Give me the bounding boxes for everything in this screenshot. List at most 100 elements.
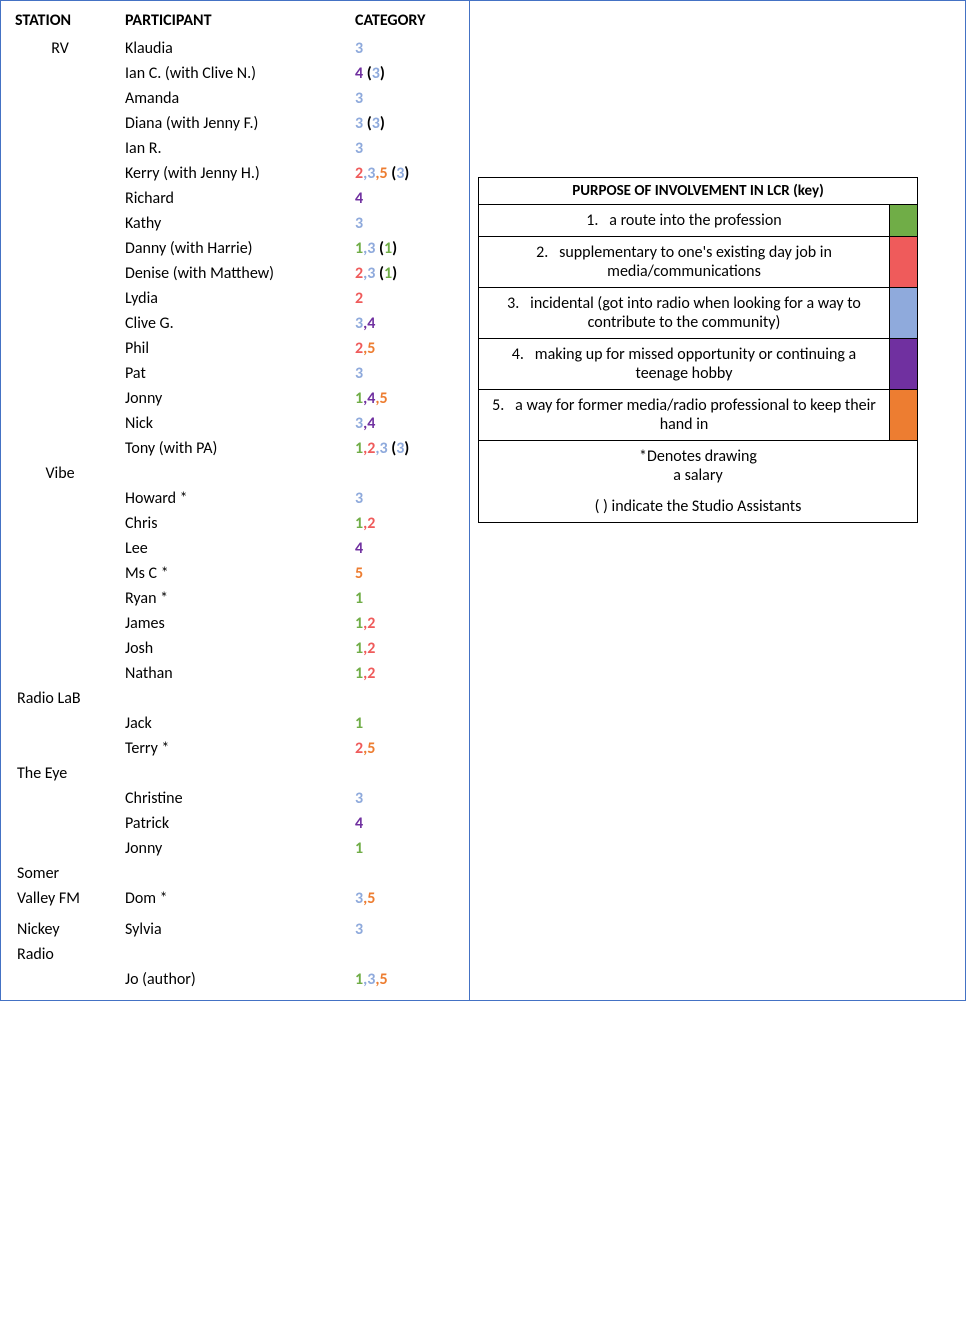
header-category: CATEGORY: [345, 9, 465, 36]
participant-cell: Diana (with Jenny F.): [115, 111, 345, 136]
participant-cell: Christine: [115, 786, 345, 811]
category-cell: 3: [345, 136, 465, 161]
category-cell: 1,2,3 (3): [345, 436, 465, 461]
table-row: Diana (with Jenny F.)3 (3): [5, 111, 465, 136]
table-row: Richard4: [5, 186, 465, 211]
legend-color-swatch: [890, 237, 918, 288]
table-row: Danny (with Harrie)1,3 (1): [5, 236, 465, 261]
station-cell: [5, 586, 115, 611]
participants-table: STATION PARTICIPANT CATEGORY RVKlaudia3I…: [5, 9, 465, 992]
table-row: Amanda3: [5, 86, 465, 111]
category-cell: 1,2: [345, 611, 465, 636]
category-cell: 3: [345, 211, 465, 236]
participant-cell: Jonny: [115, 386, 345, 411]
legend-row: 3. incidental (got into radio when looki…: [479, 288, 918, 339]
table-row: Tony (with PA)1,2,3 (3): [5, 436, 465, 461]
legend-text-cell: 3. incidental (got into radio when looki…: [479, 288, 890, 339]
table-row: Clive G.3,4: [5, 311, 465, 336]
station-cell: [5, 261, 115, 286]
table-row: Ian R.3: [5, 136, 465, 161]
table-row: Jo (author)1,3,5: [5, 967, 465, 992]
station-cell: [5, 336, 115, 361]
category-cell: 3: [345, 86, 465, 111]
station-cell: [5, 836, 115, 861]
station-cell: Valley FM: [5, 886, 115, 911]
right-column: PURPOSE OF INVOLVEMENT IN LCR (key) 1. a…: [470, 1, 965, 1000]
participant-cell: Patrick: [115, 811, 345, 836]
participant-cell: Howard *: [115, 486, 345, 511]
header-station: STATION: [5, 9, 115, 36]
category-cell: 1,3,5: [345, 967, 465, 992]
legend-footer: *Denotes drawing a salary ( ) indicate t…: [479, 441, 918, 523]
table-row: Lydia2: [5, 286, 465, 311]
station-cell: [5, 661, 115, 686]
table-row: Kerry (with Jenny H.)2,3,5 (3): [5, 161, 465, 186]
category-cell: 3,4: [345, 411, 465, 436]
station-cell: [5, 311, 115, 336]
participant-cell: Sylvia: [115, 917, 345, 942]
station-cell: [5, 136, 115, 161]
table-row: Terry *2,5: [5, 736, 465, 761]
table-row: Ryan *1: [5, 586, 465, 611]
category-cell: 3,5: [345, 886, 465, 911]
participant-cell: James: [115, 611, 345, 636]
station-cell: [5, 511, 115, 536]
participant-cell: Dom *: [115, 886, 345, 911]
left-column: STATION PARTICIPANT CATEGORY RVKlaudia3I…: [1, 1, 470, 1000]
station-cell: [5, 286, 115, 311]
category-cell: 2,5: [345, 736, 465, 761]
table-row: Jack1: [5, 711, 465, 736]
station-cell: [5, 611, 115, 636]
participant-cell: Clive G.: [115, 311, 345, 336]
participant-cell: Jo (author): [115, 967, 345, 992]
station-cell: Radio: [5, 942, 115, 967]
legend-text-cell: 1. a route into the profession: [479, 205, 890, 237]
table-row: Josh1,2: [5, 636, 465, 661]
category-cell: [345, 686, 465, 711]
participant-cell: [115, 861, 345, 886]
legend-table: PURPOSE OF INVOLVEMENT IN LCR (key) 1. a…: [478, 177, 918, 523]
legend-footer-1: *Denotes drawing: [487, 447, 909, 466]
participant-cell: Richard: [115, 186, 345, 211]
legend-row: 1. a route into the profession: [479, 205, 918, 237]
station-cell: [5, 436, 115, 461]
table-row: Jonny1,4,5: [5, 386, 465, 411]
station-cell: [5, 161, 115, 186]
participant-cell: [115, 942, 345, 967]
participant-cell: Ian C. (with Clive N.): [115, 61, 345, 86]
category-cell: 1,2: [345, 511, 465, 536]
table-row: Ian C. (with Clive N.)4 (3): [5, 61, 465, 86]
station-cell: [5, 236, 115, 261]
station-cell: [5, 811, 115, 836]
table-row: Vibe: [5, 461, 465, 486]
station-cell: [5, 561, 115, 586]
table-row: The Eye: [5, 761, 465, 786]
table-row: Phil2,5: [5, 336, 465, 361]
category-cell: [345, 461, 465, 486]
participant-cell: Jonny: [115, 836, 345, 861]
category-cell: 4: [345, 186, 465, 211]
category-cell: 1: [345, 586, 465, 611]
category-cell: [345, 761, 465, 786]
category-cell: 3: [345, 786, 465, 811]
category-cell: 2,3 (1): [345, 261, 465, 286]
legend-text-cell: 4. making up for missed opportunity or c…: [479, 339, 890, 390]
table-row: Kathy3: [5, 211, 465, 236]
legend-footer-2: a salary: [487, 466, 909, 485]
participant-cell: Lydia: [115, 286, 345, 311]
table-row: Valley FMDom *3,5: [5, 886, 465, 911]
participant-cell: [115, 461, 345, 486]
participant-cell: Phil: [115, 336, 345, 361]
station-cell: [5, 111, 115, 136]
participant-cell: Nathan: [115, 661, 345, 686]
category-cell: 2,5: [345, 336, 465, 361]
participant-cell: Klaudia: [115, 36, 345, 61]
station-cell: [5, 711, 115, 736]
participant-cell: Danny (with Harrie): [115, 236, 345, 261]
legend-text-cell: 2. supplementary to one's existing day j…: [479, 237, 890, 288]
category-cell: 2: [345, 286, 465, 311]
participant-cell: Jack: [115, 711, 345, 736]
category-cell: [345, 861, 465, 886]
category-cell: 1,4,5: [345, 386, 465, 411]
category-cell: 3: [345, 917, 465, 942]
